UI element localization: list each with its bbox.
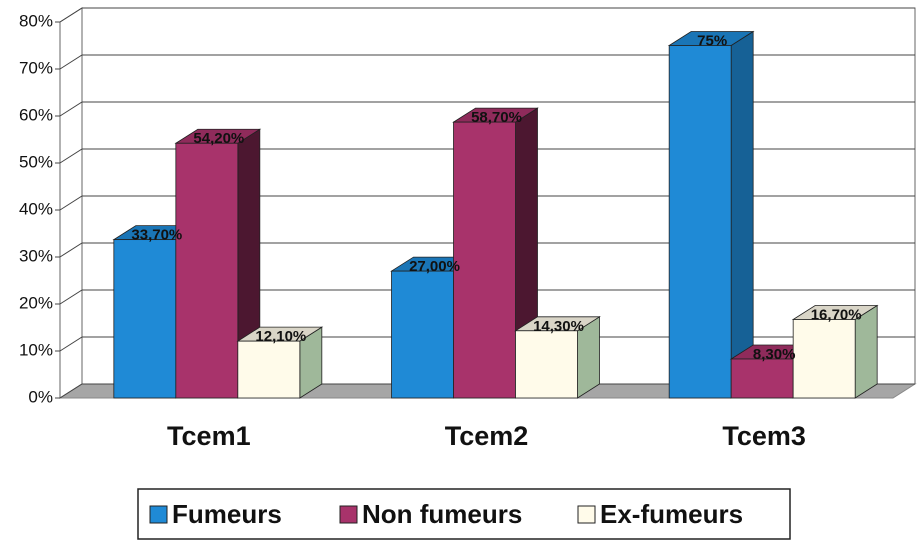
value-label: 75% (697, 32, 727, 49)
bar (730, 358, 794, 399)
y-tick-label: 30% (19, 246, 53, 265)
y-tick-label: 70% (19, 58, 53, 77)
y-tick-label: 60% (19, 105, 53, 124)
value-label: 16,70% (811, 306, 862, 323)
value-label: 8,30% (753, 346, 796, 363)
grid-line (59, 101, 915, 117)
value-label: 27,00% (409, 258, 460, 275)
bar (175, 142, 239, 399)
grid-line (59, 383, 915, 399)
grid-line (59, 7, 915, 23)
grid-line (59, 148, 915, 164)
y-tick-label: 10% (19, 340, 53, 359)
value-label: 54,20% (193, 130, 244, 147)
grid-line (59, 195, 915, 211)
x-tick-label: Tcem2 (445, 421, 529, 451)
bar-side (730, 30, 754, 399)
y-tick-label: 50% (19, 152, 53, 171)
y-tick-label: 0% (28, 387, 53, 406)
legend-swatch (339, 505, 358, 524)
y-tick-label: 20% (19, 293, 53, 312)
legend-label: Ex-fumeurs (600, 499, 743, 529)
y-tick-label: 80% (19, 11, 53, 30)
bar (113, 239, 177, 399)
value-label: 14,30% (533, 318, 584, 335)
bar (515, 330, 578, 399)
y-tick-label: 40% (19, 199, 53, 218)
bar (237, 340, 301, 399)
bar (391, 270, 454, 399)
legend-label: Non fumeurs (362, 499, 522, 529)
legend-label: Fumeurs (172, 499, 282, 529)
grid-line (59, 54, 915, 70)
bar (668, 45, 732, 399)
value-label: 33,70% (131, 227, 182, 244)
bar (453, 121, 516, 399)
value-label: 12,10% (255, 328, 306, 345)
grid-line (59, 242, 915, 258)
legend-box (137, 488, 791, 540)
bar (792, 319, 856, 399)
x-tick-label: Tcem1 (167, 421, 251, 451)
legend-swatch (577, 505, 596, 524)
value-label: 58,70% (471, 109, 522, 126)
legend-swatch (149, 505, 168, 524)
x-tick-label: Tcem3 (722, 421, 806, 451)
grid-line (59, 289, 915, 305)
grid-line (59, 336, 915, 352)
